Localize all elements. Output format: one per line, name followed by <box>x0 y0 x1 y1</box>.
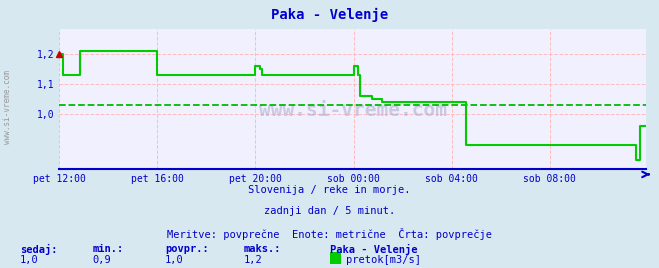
Text: Slovenija / reke in morje.: Slovenija / reke in morje. <box>248 185 411 195</box>
Text: povpr.:: povpr.: <box>165 244 208 254</box>
Text: 1,2: 1,2 <box>244 255 262 265</box>
Text: 0,9: 0,9 <box>92 255 111 265</box>
Text: Paka - Velenje: Paka - Velenje <box>271 8 388 22</box>
Text: 1,0: 1,0 <box>165 255 183 265</box>
Text: sedaj:: sedaj: <box>20 244 57 255</box>
Text: Meritve: povprečne  Enote: metrične  Črta: povprečje: Meritve: povprečne Enote: metrične Črta:… <box>167 228 492 240</box>
Text: www.si-vreme.com: www.si-vreme.com <box>3 70 13 144</box>
Text: min.:: min.: <box>92 244 123 254</box>
Text: Paka - Velenje: Paka - Velenje <box>330 244 417 255</box>
Text: pretok[m3/s]: pretok[m3/s] <box>346 255 421 265</box>
Text: 1,0: 1,0 <box>20 255 38 265</box>
Text: maks.:: maks.: <box>244 244 281 254</box>
Text: zadnji dan / 5 minut.: zadnji dan / 5 minut. <box>264 206 395 216</box>
Text: www.si-vreme.com: www.si-vreme.com <box>258 101 447 120</box>
